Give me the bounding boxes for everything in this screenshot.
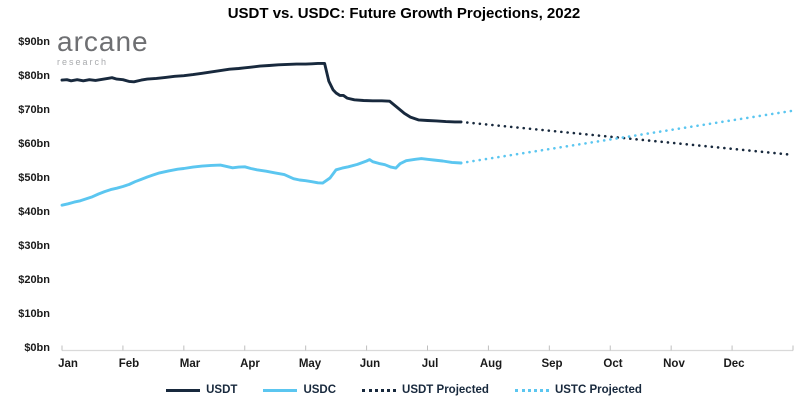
legend-label: USDT: [206, 384, 238, 396]
legend-label: USDT Projected: [402, 384, 489, 396]
usdt-solid-line-swatch: [166, 388, 201, 392]
series-line-usdt: [60, 61, 463, 124]
x-tick-label: Aug: [479, 358, 503, 370]
x-tick-label: Oct: [603, 358, 623, 370]
legend-item-usdt-projected: USDT Projected: [362, 384, 489, 396]
y-tick-label: $50bn: [18, 172, 50, 184]
ustc-dotted-line-swatch: [514, 388, 549, 392]
y-tick-label: $40bn: [18, 206, 50, 218]
y-tick-label: $0bn: [24, 342, 50, 354]
logo-subtitle-text: research: [57, 57, 109, 67]
legend-label: USDC: [303, 384, 337, 396]
legend-item-usdc: USDC: [263, 384, 336, 396]
series-line-usdc: [60, 157, 463, 207]
x-tick-label: Apr: [240, 358, 260, 370]
usdc-solid-line-swatch: [263, 388, 298, 392]
y-tick-label: $80bn: [18, 70, 50, 82]
x-tick-label: Jan: [58, 358, 78, 370]
series-line-ustc-projected: [459, 109, 795, 165]
legend-item-usdt: USDT: [166, 384, 237, 396]
series-line-usdt-projected: [459, 120, 795, 157]
x-tick-label: Dec: [723, 358, 745, 370]
logo-brand-text: arcane: [57, 26, 149, 57]
legend-item-ustc-projected: USTC Projected: [514, 384, 642, 396]
x-tick-label: Jul: [421, 358, 439, 370]
arcane-research-logo: arcane research: [57, 28, 149, 67]
y-tick-label: $10bn: [18, 308, 50, 320]
x-tick-label: May: [298, 358, 322, 370]
x-tick-label: Sep: [541, 358, 563, 370]
x-tick-label: Feb: [118, 358, 140, 370]
y-tick-label: $70bn: [18, 104, 50, 116]
x-tick-label: Nov: [663, 358, 685, 370]
chart-legend: USDT USDC USDT Projected USTC Projected: [0, 384, 808, 396]
x-tick-label: Mar: [179, 358, 201, 370]
x-tick-label: Jun: [359, 358, 381, 370]
chart-title: USDT vs. USDC: Future Growth Projections…: [227, 5, 581, 22]
y-tick-label: $60bn: [18, 138, 50, 150]
y-tick-label: $20bn: [18, 274, 50, 286]
y-tick-label: $30bn: [18, 240, 50, 252]
usdt-dotted-line-swatch: [362, 388, 397, 392]
y-tick-label: $90bn: [18, 36, 50, 48]
legend-label: USTC Projected: [554, 384, 642, 396]
